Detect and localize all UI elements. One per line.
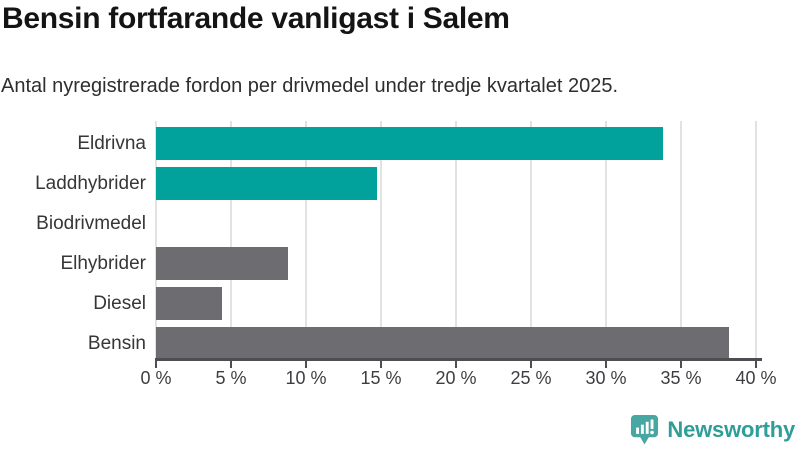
x-axis-tick-label: 10 % bbox=[285, 368, 327, 388]
newsworthy-logo: Newsworthy bbox=[630, 414, 795, 446]
x-axis-tick bbox=[530, 361, 532, 368]
x-axis-tick bbox=[230, 361, 232, 368]
chart-subtitle: Antal nyregistrerade fordon per drivmede… bbox=[1, 75, 619, 97]
bar-diesel bbox=[156, 287, 222, 320]
category-label-biodrivmedel: Biodrivmedel bbox=[36, 213, 146, 234]
chart-title: Bensin fortfarande vanligast i Salem bbox=[2, 2, 510, 35]
category-label-laddhybrider: Laddhybrider bbox=[35, 173, 146, 194]
gridline bbox=[230, 121, 232, 359]
category-label-bensin: Bensin bbox=[87, 333, 146, 354]
gridline bbox=[455, 121, 457, 359]
category-label-eldrivna: Eldrivna bbox=[77, 133, 146, 154]
x-axis-tick bbox=[455, 361, 457, 368]
x-axis-tick-label: 30 % bbox=[585, 368, 627, 388]
gridline bbox=[680, 121, 682, 359]
gridline bbox=[380, 121, 382, 359]
x-axis-tick bbox=[380, 361, 382, 368]
gridline bbox=[530, 121, 532, 359]
gridline bbox=[305, 121, 307, 359]
x-axis-tick bbox=[755, 361, 757, 368]
x-axis-tick bbox=[680, 361, 682, 368]
x-axis-tick-label: 25 % bbox=[510, 368, 552, 388]
x-axis-tick-label: 20 % bbox=[435, 368, 477, 388]
bar-laddhybrider bbox=[156, 167, 377, 200]
x-axis-tick bbox=[155, 361, 157, 368]
newsworthy-logo-text: Newsworthy bbox=[667, 417, 795, 442]
x-axis-tick bbox=[605, 361, 607, 368]
category-label-diesel: Diesel bbox=[93, 293, 146, 314]
bar-chart-plot-area bbox=[155, 121, 757, 360]
gridline bbox=[755, 121, 757, 359]
x-axis-tick bbox=[305, 361, 307, 368]
bar-bensin bbox=[156, 327, 729, 360]
x-axis-tick-label: 5 % bbox=[215, 368, 247, 388]
bar-eldrivna bbox=[156, 127, 663, 160]
x-axis-tick-label: 15 % bbox=[360, 368, 402, 388]
gridline bbox=[605, 121, 607, 359]
x-axis-tick-label: 40 % bbox=[735, 368, 777, 388]
x-axis-tick-label: 35 % bbox=[660, 368, 702, 388]
bar-elhybrider bbox=[156, 247, 288, 280]
x-axis-line bbox=[155, 358, 762, 361]
newsworthy-logo-icon bbox=[631, 415, 659, 445]
category-label-elhybrider: Elhybrider bbox=[60, 253, 146, 274]
x-axis-tick-label: 0 % bbox=[140, 368, 172, 388]
gridline bbox=[155, 121, 157, 359]
